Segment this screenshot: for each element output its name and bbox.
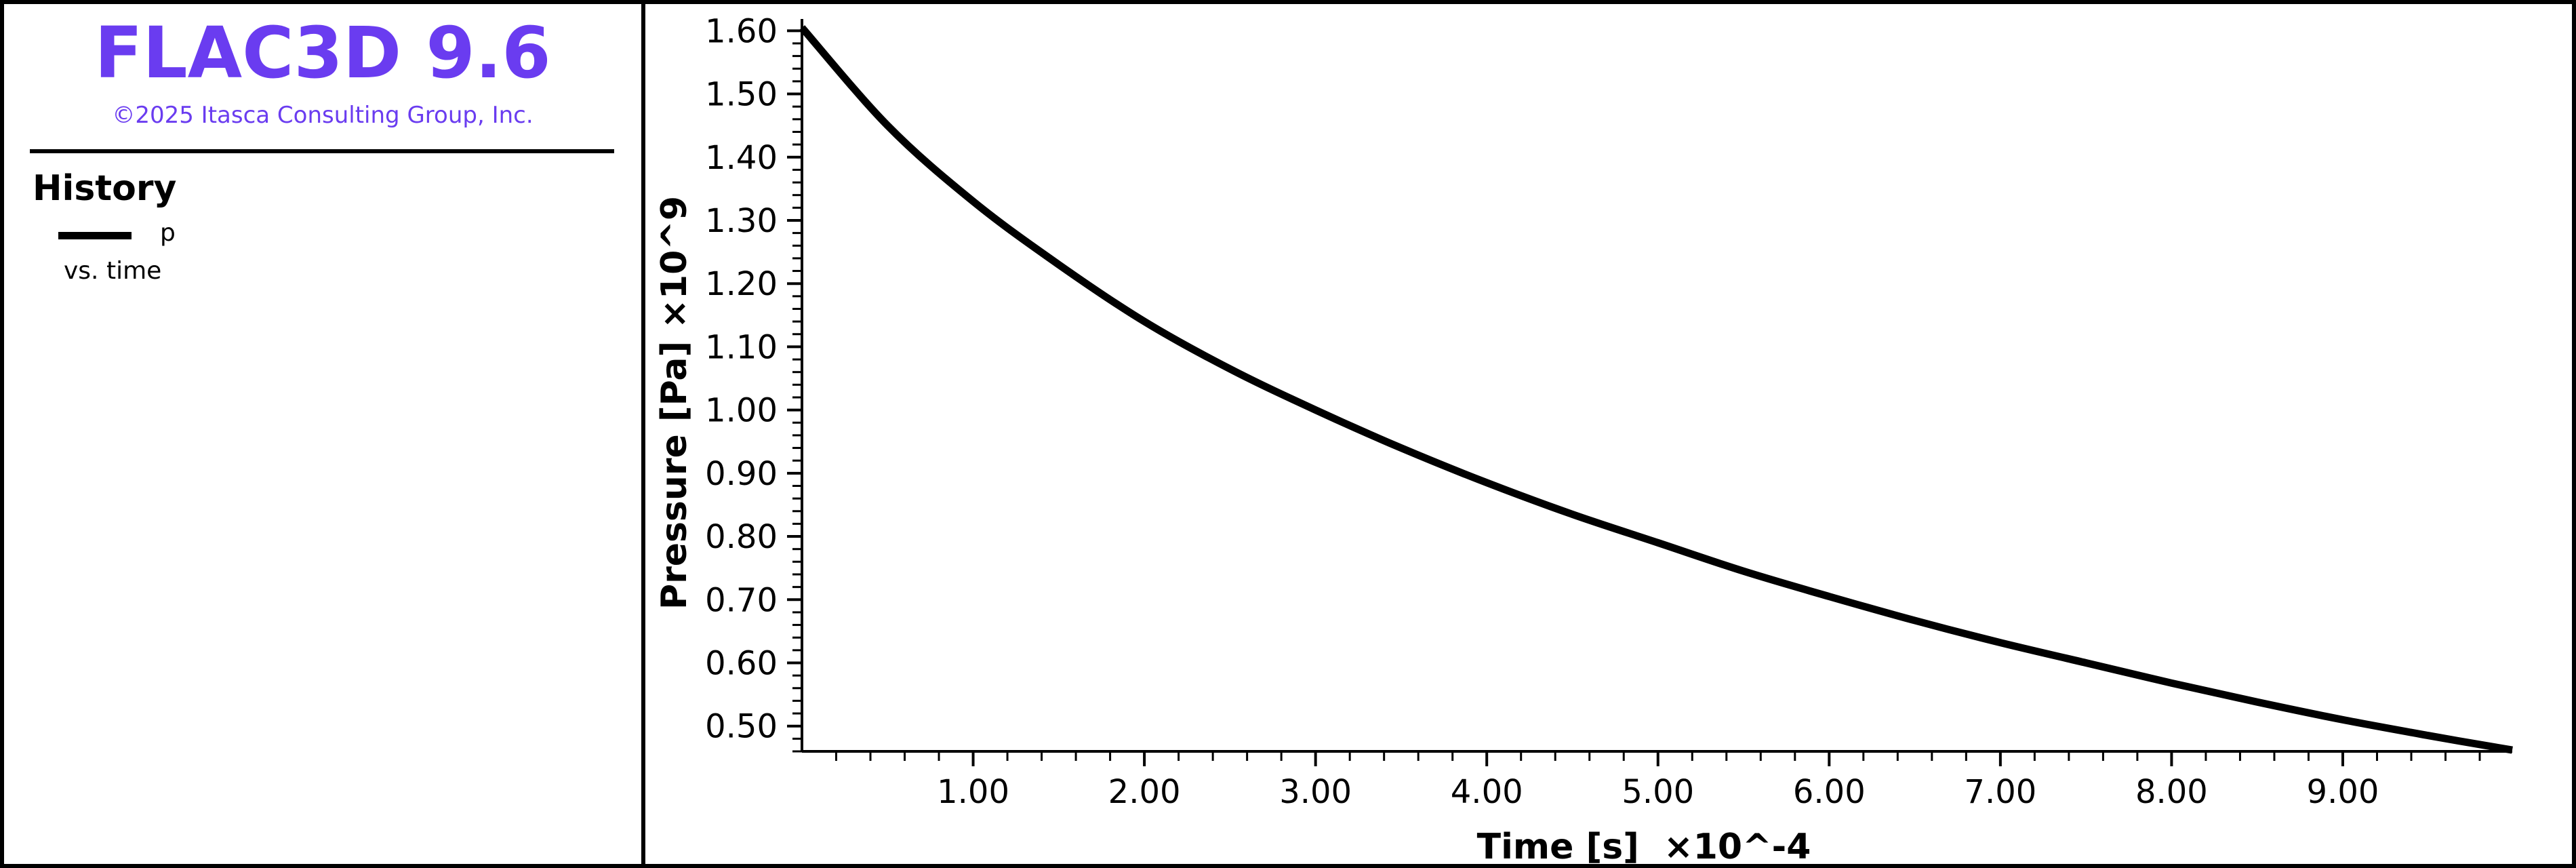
- y-tick-label: 1.50: [705, 76, 778, 114]
- y-tick-label: 0.90: [705, 455, 778, 493]
- copyright-text: ©2025 Itasca Consulting Group, Inc.: [112, 102, 534, 129]
- y-tick-label: 0.60: [705, 644, 778, 682]
- legend-series-label: p: [160, 219, 176, 247]
- x-tick-label: 6.00: [1793, 773, 1866, 811]
- y-tick-label: 1.40: [705, 139, 778, 177]
- y-tick-label: 0.70: [705, 581, 778, 619]
- x-tick-label: 7.00: [1964, 773, 2036, 811]
- app-title: FLAC3D 9.6: [94, 12, 551, 94]
- x-tick-label: 8.00: [2135, 773, 2208, 811]
- y-tick-label: 1.20: [705, 265, 778, 303]
- y-axis-title: Pressure [Pa] ×10^9: [654, 196, 695, 610]
- chart-axes: [801, 19, 2512, 753]
- chart-ticks: 1.00 2.00 3.00 4.00 5.00 6.00 7.00 8.00 9.00 0.50…: [705, 12, 2481, 811]
- y-tick-label: 1.60: [705, 12, 778, 50]
- y-tick-label: 1.30: [705, 202, 778, 240]
- legend-panel: FLAC3D 9.6 ©2025 Itasca Consulting Group…: [0, 0, 645, 868]
- y-tick-label: 0.80: [705, 518, 778, 556]
- y-tick-label: 0.50: [705, 708, 778, 746]
- y-tick-label: 1.10: [705, 328, 778, 366]
- chart-series: [799, 25, 2513, 754]
- x-tick-label: 1.00: [937, 773, 1009, 811]
- y-tick-label: 1.00: [705, 392, 778, 430]
- legend-series-subtitle: vs. time: [64, 257, 162, 285]
- x-tick-label: 9.00: [2307, 773, 2379, 811]
- x-tick-label: 4.00: [1451, 773, 1523, 811]
- x-tick-label: 2.00: [1108, 773, 1181, 811]
- legend-divider: [30, 149, 614, 153]
- x-tick-label: 5.00: [1622, 773, 1694, 811]
- x-axis-title: Time [s] ×10^-4: [1477, 827, 1811, 867]
- legend-line-swatch: [58, 232, 132, 239]
- x-tick-label: 3.00: [1279, 773, 1352, 811]
- legend-heading: History: [33, 168, 177, 209]
- series-line-p: [799, 25, 2513, 754]
